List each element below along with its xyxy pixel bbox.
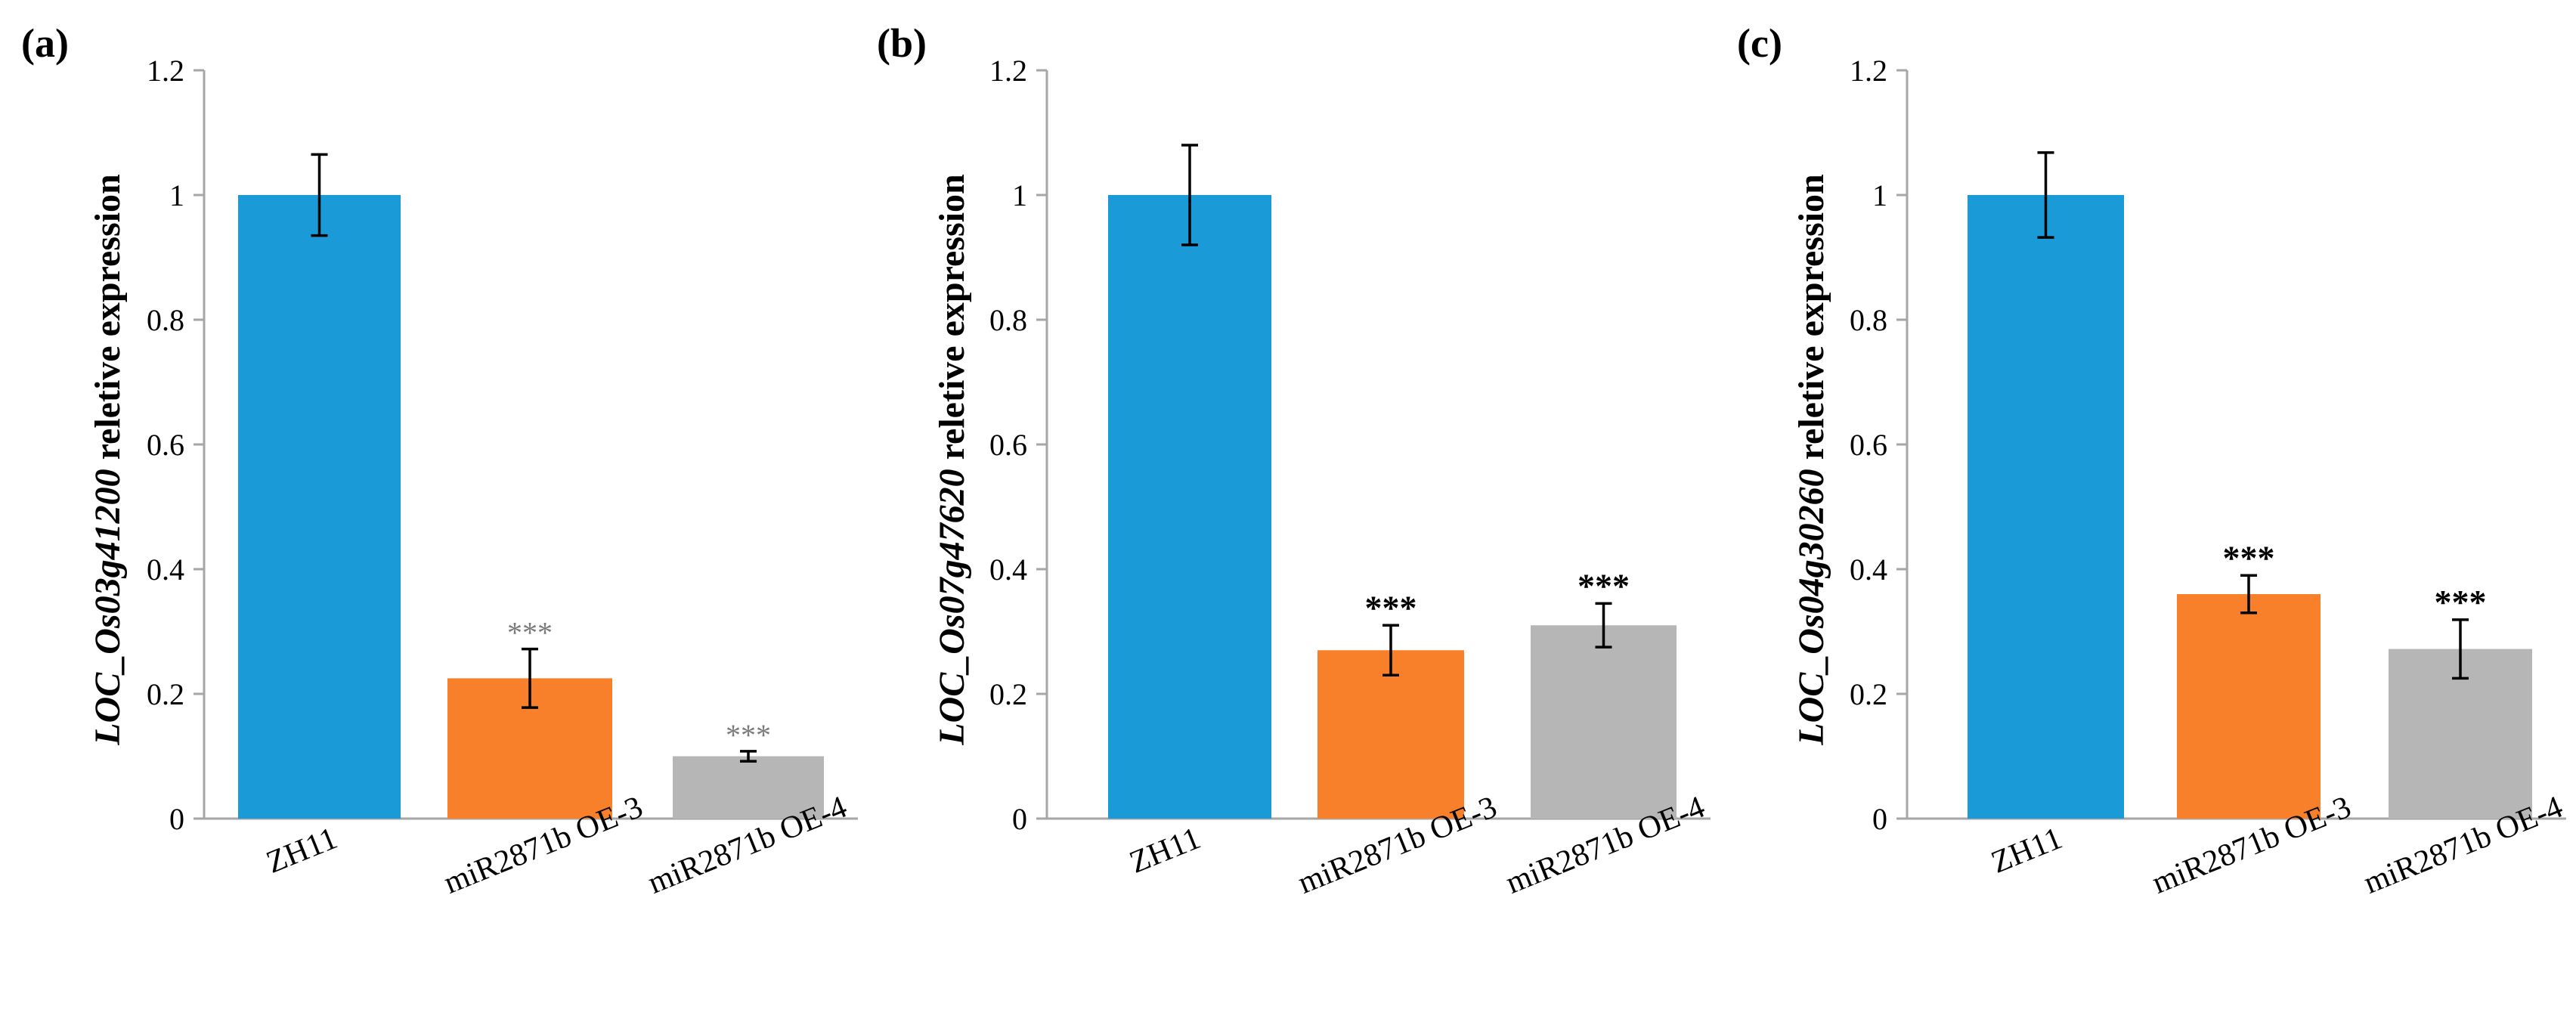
y-tick-label: 0.2 (989, 677, 1027, 711)
significance-marker: *** (507, 616, 553, 650)
significance-marker: *** (726, 718, 771, 752)
y-tick-label: 0.4 (989, 553, 1027, 587)
y-tick-label: 1.2 (1850, 54, 1887, 88)
bar-zh11 (1108, 195, 1271, 819)
y-tick-label: 0.6 (989, 428, 1027, 462)
chart-panel-2: (b) 0 0.2 0.4 0.6 0.8 1 1.2 LOC_Os07g47620 relet… (877, 20, 1711, 901)
y-tick-label: 0 (169, 802, 184, 836)
panel-label: (c) (1737, 20, 1782, 66)
significance-marker: *** (2435, 583, 2487, 621)
x-category-label: ZH11 (1986, 821, 2067, 881)
bar-mir2871b-oe-4 (673, 756, 824, 819)
y-tick-label: 0.8 (147, 303, 184, 337)
y-axis-label-suffix: reletive expression (932, 174, 972, 469)
error-bar (1595, 602, 1612, 649)
significance-marker: *** (1577, 566, 1630, 605)
y-tick-label: 0 (1012, 802, 1027, 836)
y-tick-label: 0.4 (1850, 553, 1887, 587)
bar-zh11 (238, 195, 401, 819)
y-tick-label: 0.2 (1850, 677, 1887, 711)
error-bar (2452, 618, 2469, 680)
chart-panel-1: (a) 0 0.2 0.4 0.6 0.8 1 1.2 LOC_Os03g41200 relet… (21, 20, 858, 901)
panel-label: (b) (877, 20, 927, 66)
y-axis-label-suffix: reletive expression (1791, 174, 1831, 469)
error-bar (311, 153, 328, 237)
y-tick-label: 1 (169, 178, 184, 212)
bar-mir2871b-oe-3 (2177, 594, 2321, 819)
y-tick-label: 0.6 (147, 428, 184, 462)
y-tick-label: 0.8 (989, 303, 1027, 337)
error-bar (740, 750, 757, 763)
bar-zh11 (1968, 195, 2124, 819)
y-tick-label: 1 (1872, 178, 1887, 212)
x-category-label: ZH11 (1125, 821, 1206, 881)
y-tick-label: 1.2 (989, 54, 1027, 88)
panel-label: (a) (21, 20, 69, 66)
y-tick-label: 1 (1012, 178, 1027, 212)
error-bar (1382, 624, 1399, 676)
y-axis-label-gene: LOC_Os07g47620 (932, 469, 972, 745)
error-bar (2037, 151, 2054, 239)
y-axis-label-gene: LOC_Os03g41200 (88, 469, 128, 745)
y-tick-label: 0.2 (147, 677, 184, 711)
y-tick-label: 0.4 (147, 553, 184, 587)
error-bar (2240, 574, 2257, 615)
error-bar (522, 647, 538, 709)
y-axis-label: LOC_Os07g47620 reletive expression (932, 174, 972, 745)
chart-panel-3: (c) 0 0.2 0.4 0.6 0.8 1 1.2 LOC_Os04g30260 relet… (1737, 20, 2568, 901)
significance-marker: *** (1365, 588, 1417, 627)
y-axis-label: LOC_Os04g30260 reletive expression (1791, 174, 1831, 745)
bar-mir2871b-oe-3 (1317, 650, 1464, 819)
error-bar (1181, 144, 1198, 246)
y-axis-label-suffix: reletive expression (88, 174, 128, 469)
y-tick-label: 1.2 (147, 54, 184, 88)
bar-mir2871b-oe-4 (1531, 625, 1677, 819)
y-axis-label-gene: LOC_Os04g30260 (1791, 469, 1831, 745)
y-axis-label: LOC_Os03g41200 reletive expression (88, 174, 128, 745)
y-tick-label: 0.6 (1850, 428, 1887, 462)
y-tick-label: 0 (1872, 802, 1887, 836)
significance-marker: *** (2223, 538, 2275, 577)
y-tick-label: 0.8 (1850, 303, 1887, 337)
x-category-label: ZH11 (262, 821, 342, 881)
